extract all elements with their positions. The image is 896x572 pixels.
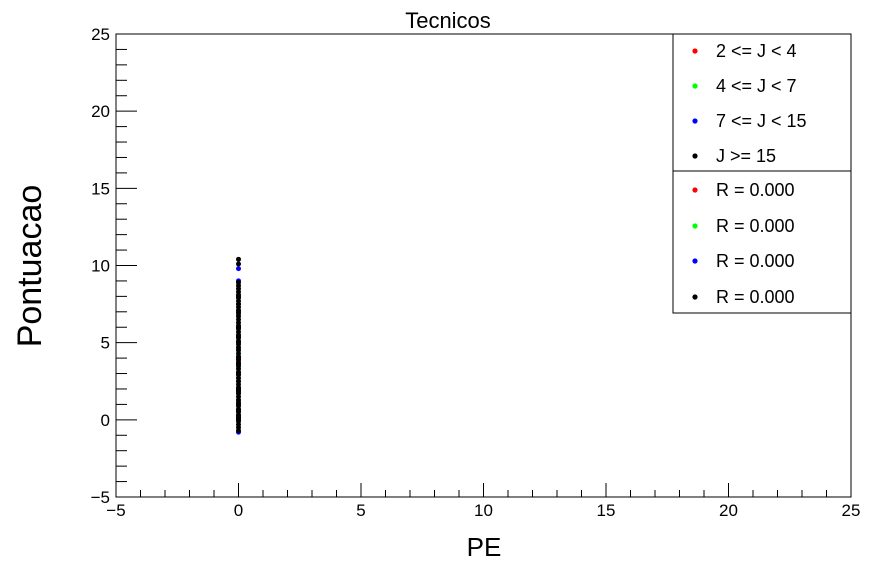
- data-point-series-3: [236, 408, 241, 414]
- legend-marker: [692, 118, 698, 124]
- legend-box: [672, 33, 852, 314]
- y-tick-label: 25: [91, 25, 110, 44]
- y-tick-label: 0: [101, 411, 110, 430]
- legend-entry-label: 7 <= J < 15: [716, 111, 807, 131]
- x-axis-label: PE: [467, 532, 502, 562]
- legend-marker: [692, 294, 698, 300]
- data-point-series-3: [236, 309, 241, 315]
- y-tick-label: 15: [91, 179, 110, 198]
- data-point-series-3: [236, 340, 241, 346]
- x-axis-ticks: [115, 483, 852, 497]
- y-tick-label: 10: [91, 257, 110, 276]
- y-tick-label: 20: [91, 102, 110, 121]
- legend-marker: [692, 48, 698, 54]
- data-point-series-3: [236, 389, 241, 395]
- data-point-series-3: [236, 333, 241, 339]
- legend-stat-label: R = 0.000: [716, 251, 795, 271]
- x-axis-tick-labels: −5 0 5 10 15 20 25: [106, 501, 860, 520]
- legend-marker: [692, 223, 698, 229]
- data-point-series-3: [236, 371, 241, 377]
- data-point-series-3: [236, 361, 241, 367]
- legend-entry-label: 4 <= J < 7: [716, 76, 797, 96]
- x-tick-label: 0: [234, 501, 243, 520]
- y-tick-label: −5: [91, 488, 110, 507]
- chart-title: Tecnicos: [405, 8, 491, 33]
- y-axis-label: Pontuacao: [11, 185, 49, 348]
- y-axis-tick-labels: −5 0 5 10 15 20 25: [91, 25, 110, 507]
- x-tick-label: 10: [474, 501, 493, 520]
- data-point-series-3: [236, 414, 241, 420]
- x-tick-label: 15: [597, 501, 616, 520]
- legend-marker: [692, 187, 698, 193]
- data-point-series-3: [236, 355, 241, 361]
- x-tick-label: 5: [356, 501, 365, 520]
- legend-stat-label: R = 0.000: [716, 216, 795, 236]
- legend-items: 2 <= J < 4 4 <= J < 7 7 <= J < 15 J >= 15 R …: [692, 41, 807, 307]
- legend-stat-label: R = 0.000: [716, 180, 795, 200]
- x-tick-label: 25: [842, 501, 861, 520]
- data-point-series-3: [236, 324, 241, 330]
- legend: 2 <= J < 4 4 <= J < 7 7 <= J < 15 J >= 15 R …: [672, 33, 852, 314]
- legend-entry-label: J >= 15: [716, 146, 776, 166]
- legend-stat-label: R = 0.000: [716, 287, 795, 307]
- data-point-series-2: [236, 266, 241, 272]
- legend-entry-label: 2 <= J < 4: [716, 41, 797, 61]
- legend-marker: [692, 258, 698, 264]
- legend-marker: [692, 83, 698, 89]
- data-point-series-3: [236, 256, 241, 262]
- y-tick-label: 5: [101, 334, 110, 353]
- data-points: [236, 256, 241, 435]
- x-tick-label: 20: [719, 501, 738, 520]
- legend-marker: [692, 153, 698, 159]
- data-point-series-3: [236, 279, 241, 285]
- data-point-series-3: [236, 261, 241, 267]
- x-tick-label: −5: [106, 501, 125, 520]
- y-axis-ticks: [116, 33, 137, 498]
- data-point-series-3: [236, 401, 241, 407]
- data-point-series-3: [236, 293, 241, 299]
